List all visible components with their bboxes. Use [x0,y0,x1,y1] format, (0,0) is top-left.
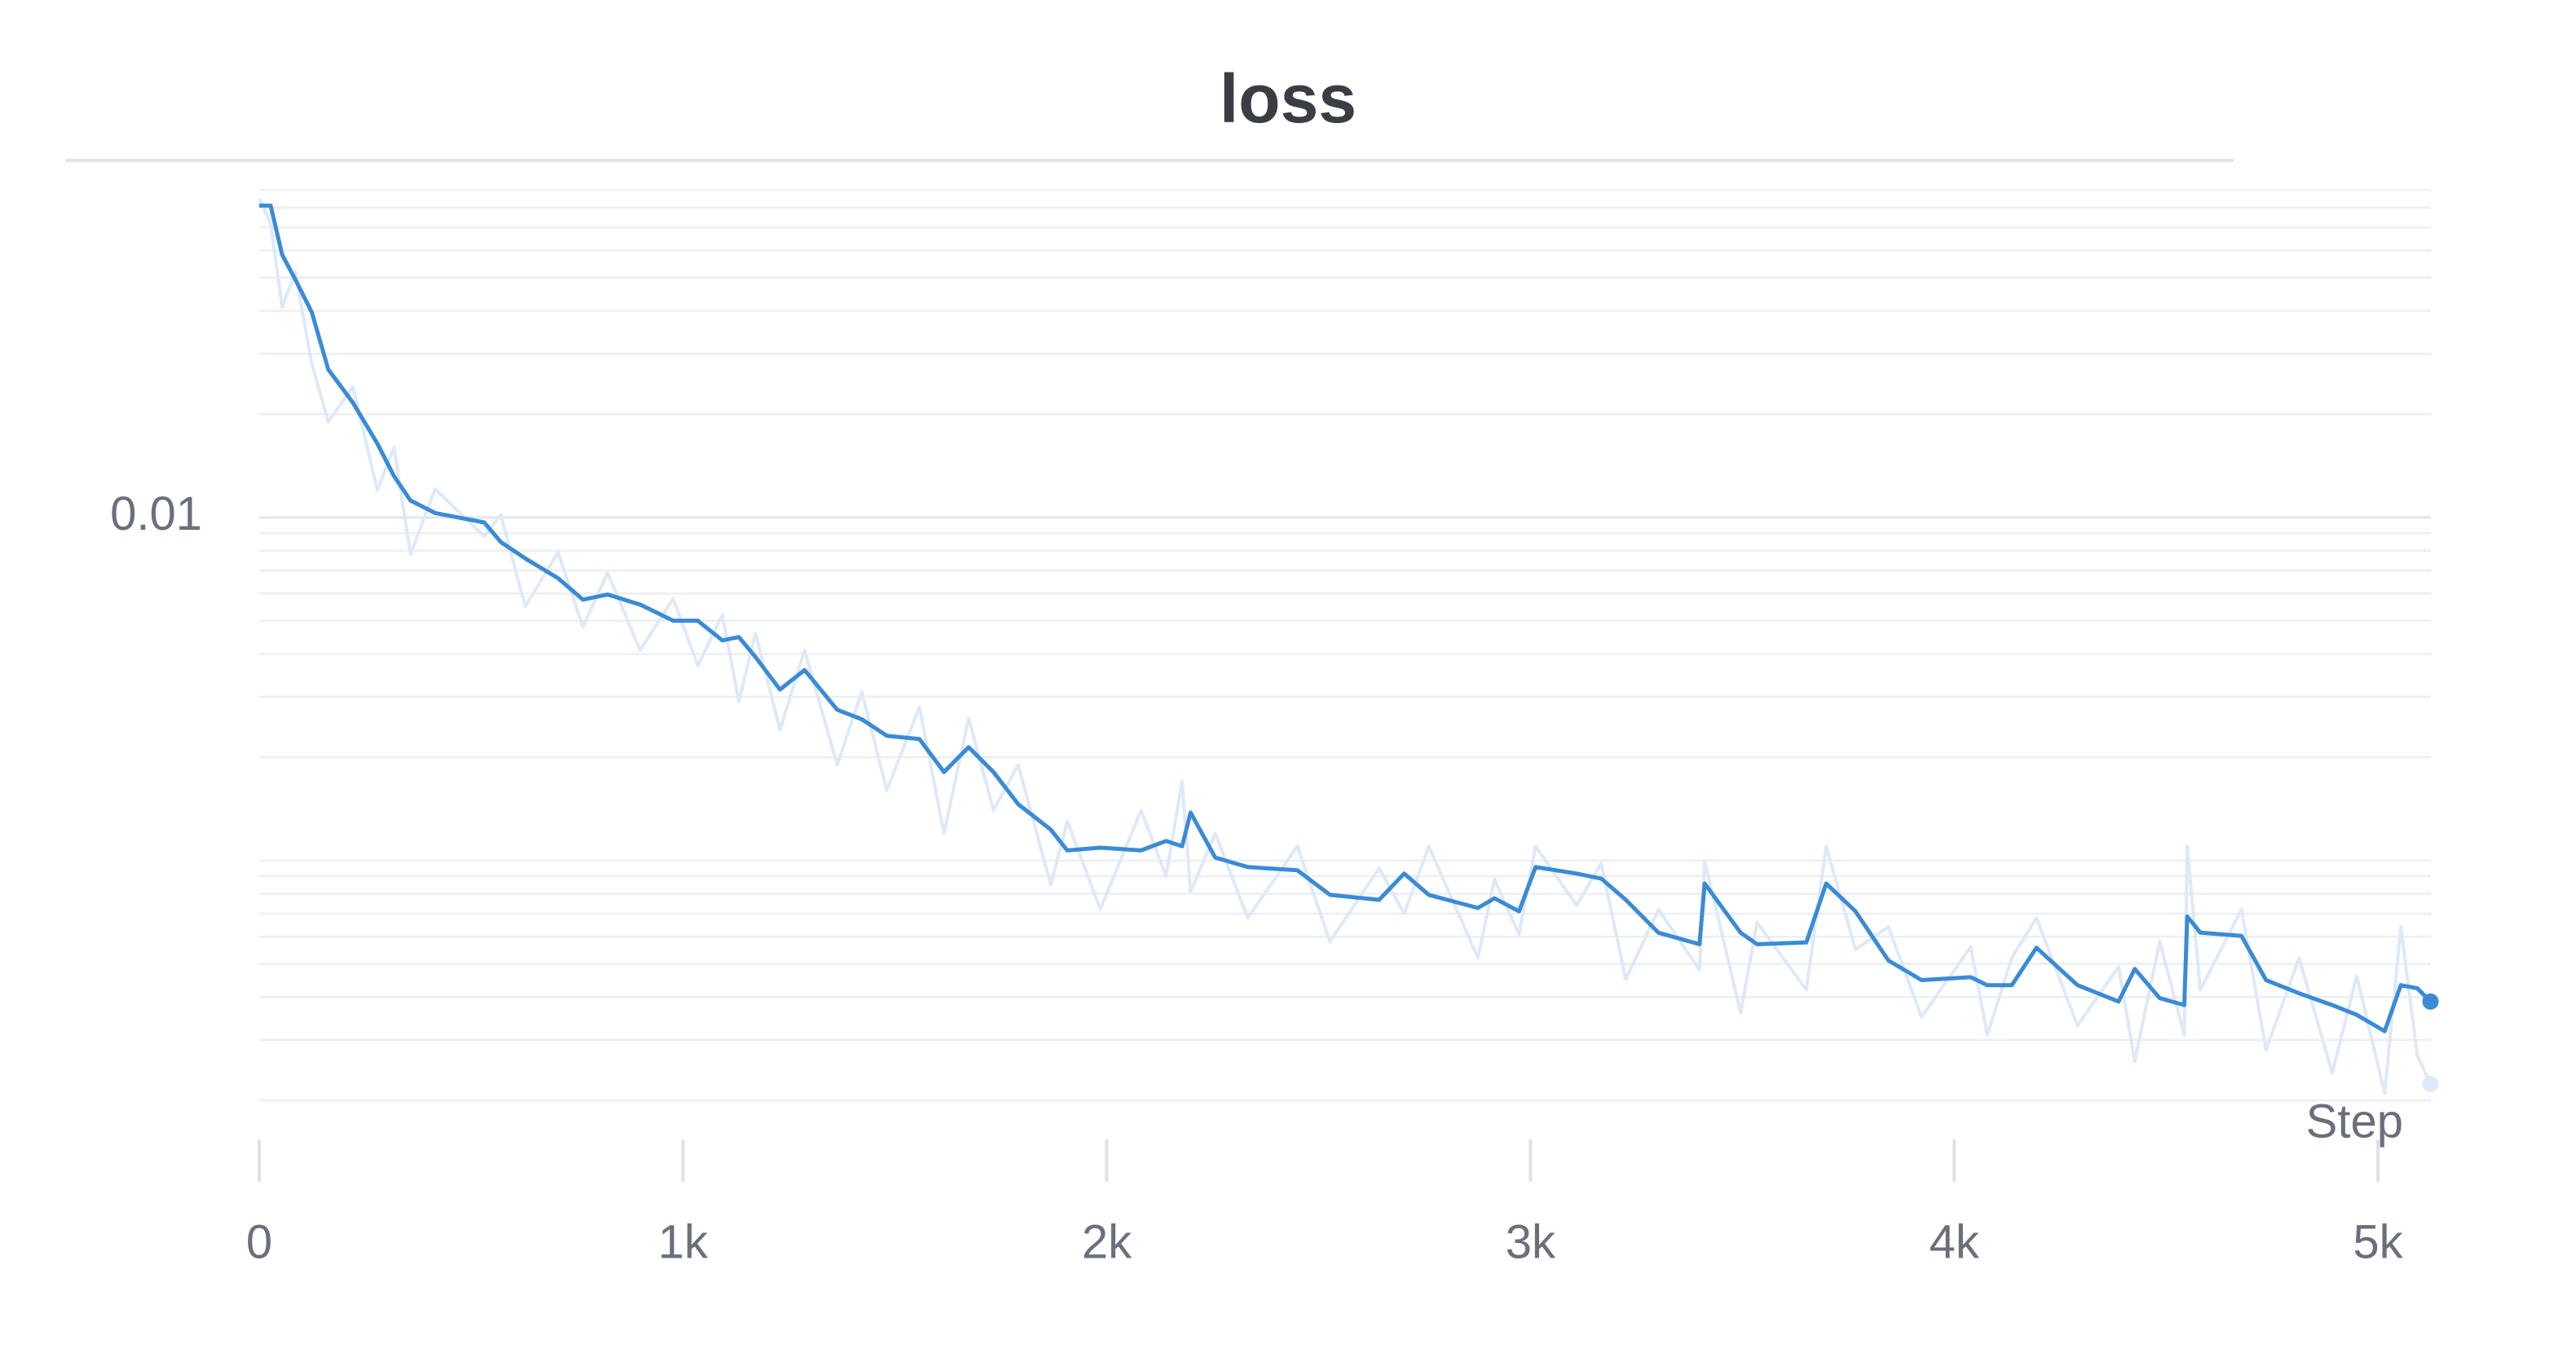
series-line [258,197,2433,1095]
x-tick-label: 1k [658,1215,708,1268]
x-tick-label: 5k [2353,1215,2403,1268]
plot-area [258,197,2439,1095]
y-tick-label: 0.01 [110,487,202,540]
end-point [2422,993,2439,1010]
x-tick-label: 3k [1506,1215,1556,1268]
x-tick-label: 0 [246,1215,272,1268]
grid: 0.01 0 1k 2k 3k 4k 5k [110,188,2431,1268]
x-axis-label: Step [2306,1095,2403,1148]
chart-title: loss [1220,60,1356,137]
series-line [259,203,2433,1033]
end-point [2422,1076,2439,1093]
x-tick-label: 4k [1930,1215,1980,1268]
x-tick-label: 2k [1082,1215,1132,1268]
